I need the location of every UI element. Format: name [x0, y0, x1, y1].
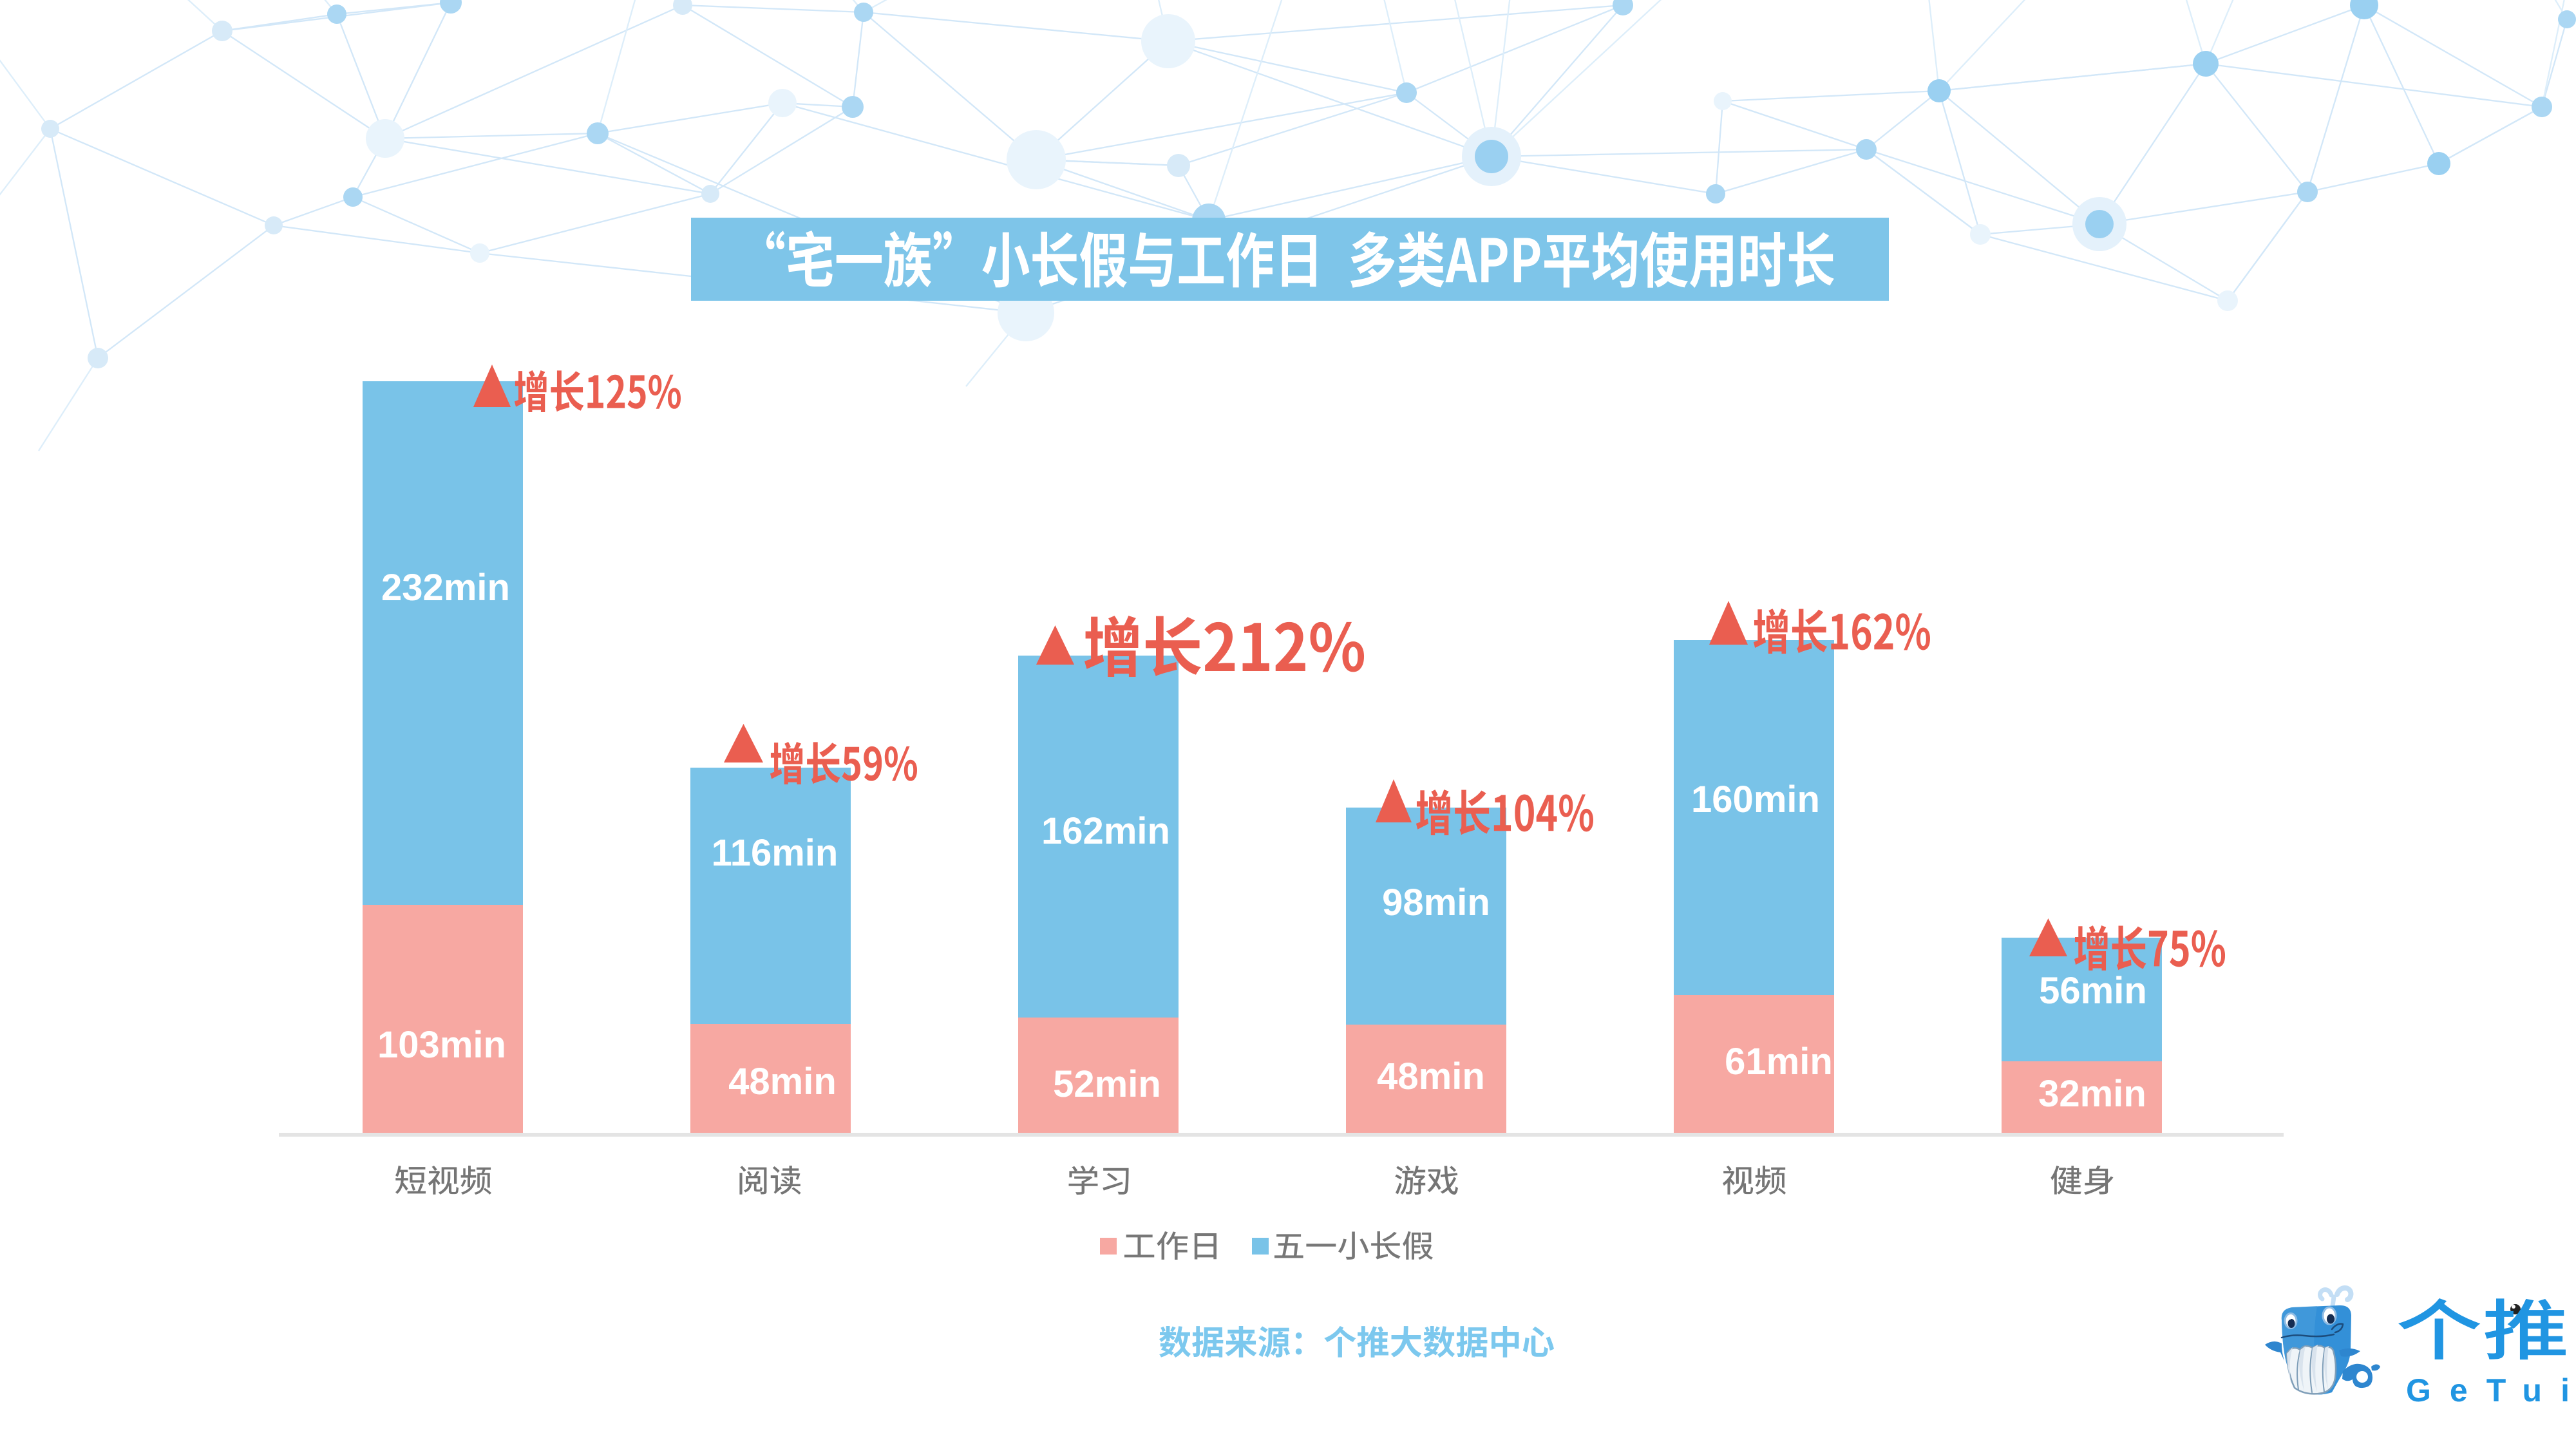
svg-text:56min: 56min	[2039, 970, 2147, 1012]
svg-text:116min: 116min	[712, 832, 838, 874]
svg-text:52min: 52min	[1053, 1063, 1161, 1105]
svg-text:48min: 48min	[1377, 1056, 1485, 1097]
svg-text:232min: 232min	[381, 567, 510, 609]
svg-text:98min: 98min	[1382, 882, 1490, 923]
svg-text:160min: 160min	[1691, 779, 1820, 820]
svg-text:162min: 162min	[1041, 810, 1170, 852]
svg-text:32min: 32min	[2038, 1073, 2146, 1115]
svg-text:103min: 103min	[377, 1024, 506, 1066]
svg-text:GeTui: GeTui	[2406, 1372, 2576, 1408]
svg-text:48min: 48min	[728, 1061, 837, 1103]
svg-text:61min: 61min	[1725, 1041, 1833, 1083]
